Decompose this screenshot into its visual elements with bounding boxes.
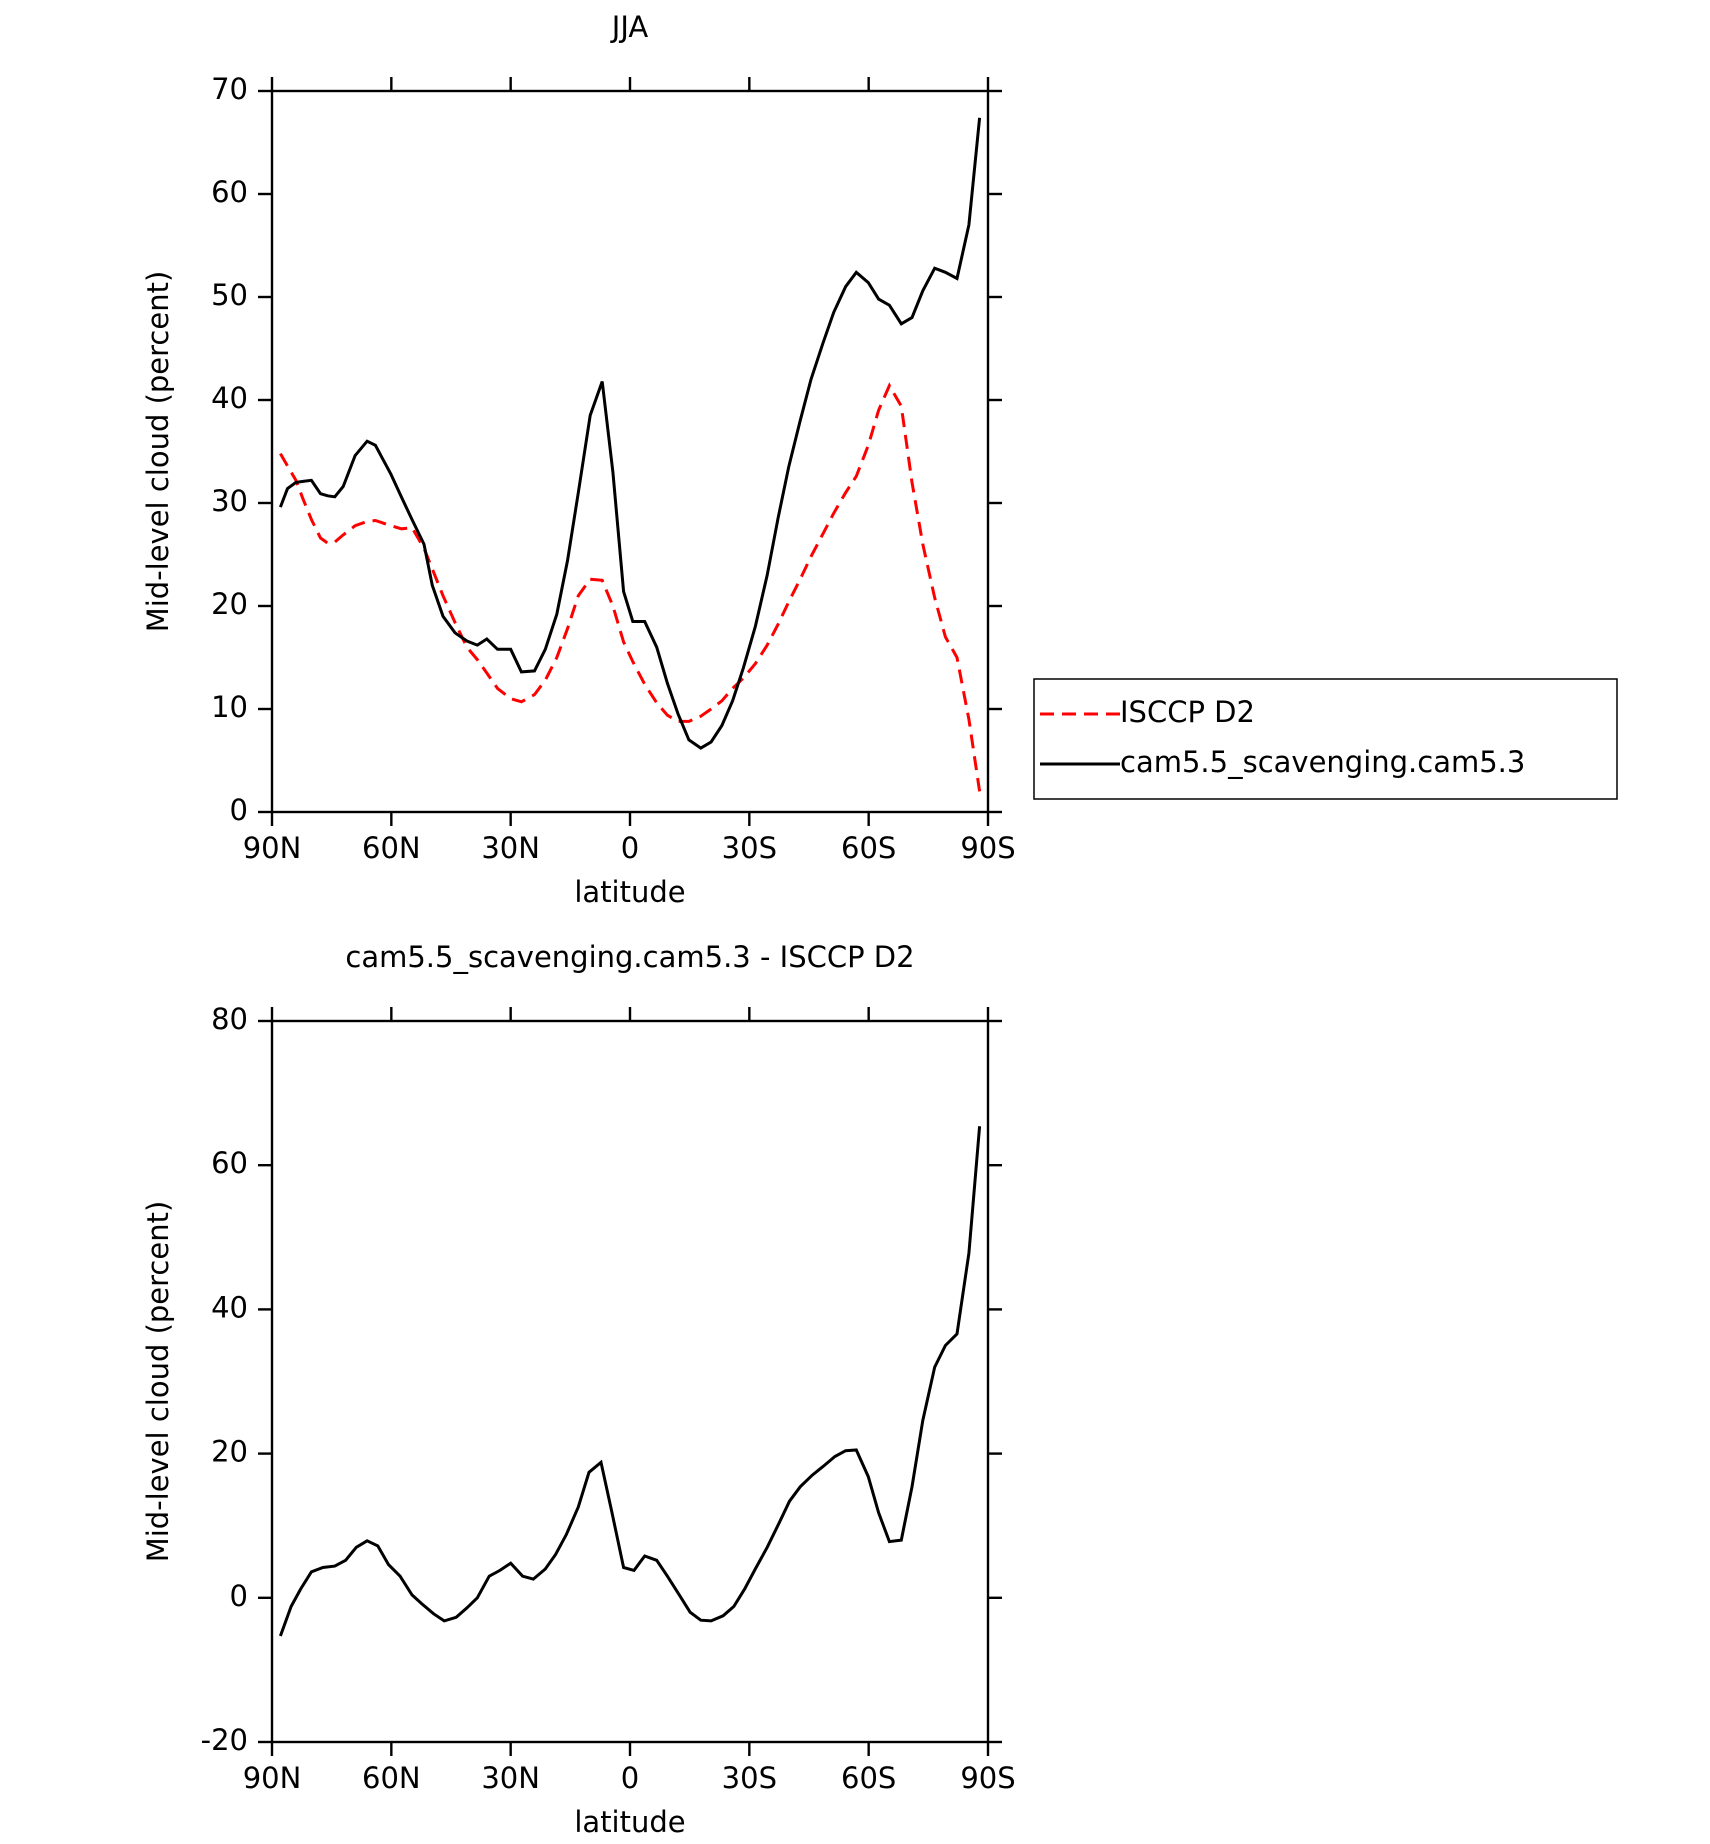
y-tick-label: 80 [211, 1002, 248, 1036]
y-axis-label: Mid-level cloud (percent) [141, 1201, 175, 1563]
x-tick-label: 30S [722, 1761, 777, 1795]
legend-box [1033, 678, 1618, 800]
x-tick-label: 30N [481, 1761, 540, 1795]
y-axis-label: Mid-level cloud (percent) [141, 271, 175, 633]
x-tick-label: 90N [243, 831, 302, 865]
x-tick-label: 60N [362, 831, 421, 865]
x-tick-label: 0 [621, 831, 639, 865]
x-tick-label: 60N [362, 1761, 421, 1795]
y-tick-label: 10 [211, 690, 248, 724]
legend-label: ISCCP D2 [1120, 695, 1255, 729]
y-tick-label: 30 [211, 484, 248, 518]
y-tick-label: 60 [211, 1146, 248, 1180]
x-tick-label: 0 [621, 1761, 639, 1795]
y-tick-label: 0 [230, 1579, 248, 1613]
plot-frame [270, 89, 990, 814]
y-tick-label: 20 [211, 1435, 248, 1469]
y-tick-label: 0 [230, 793, 248, 827]
x-tick-label: 90S [960, 831, 1015, 865]
data-line [279, 382, 982, 792]
data-line [278, 1126, 982, 1637]
y-tick-label: 50 [211, 278, 248, 312]
x-tick-label: 90S [960, 1761, 1015, 1795]
y-tick-label: 70 [211, 72, 248, 106]
y-tick-label: -20 [201, 1723, 248, 1757]
y-tick-label: 60 [211, 175, 248, 209]
y-tick-label: 20 [211, 587, 248, 621]
x-tick-label: 90N [243, 1761, 302, 1795]
x-tick-label: 60S [841, 831, 896, 865]
x-tick-label: 30S [722, 831, 777, 865]
data-line [278, 117, 982, 750]
chart-title: cam5.5_scavenging.cam5.3 - ISCCP D2 [345, 940, 914, 974]
plot-frame [270, 1019, 990, 1744]
y-tick-label: 40 [211, 1290, 248, 1324]
legend-label: cam5.5_scavenging.cam5.3 [1120, 745, 1525, 779]
x-axis-label: latitude [574, 875, 685, 909]
y-tick-label: 40 [211, 381, 248, 415]
x-tick-label: 60S [841, 1761, 896, 1795]
x-tick-label: 30N [481, 831, 540, 865]
chart-title: JJA [610, 10, 649, 44]
x-axis-label: latitude [574, 1805, 685, 1839]
